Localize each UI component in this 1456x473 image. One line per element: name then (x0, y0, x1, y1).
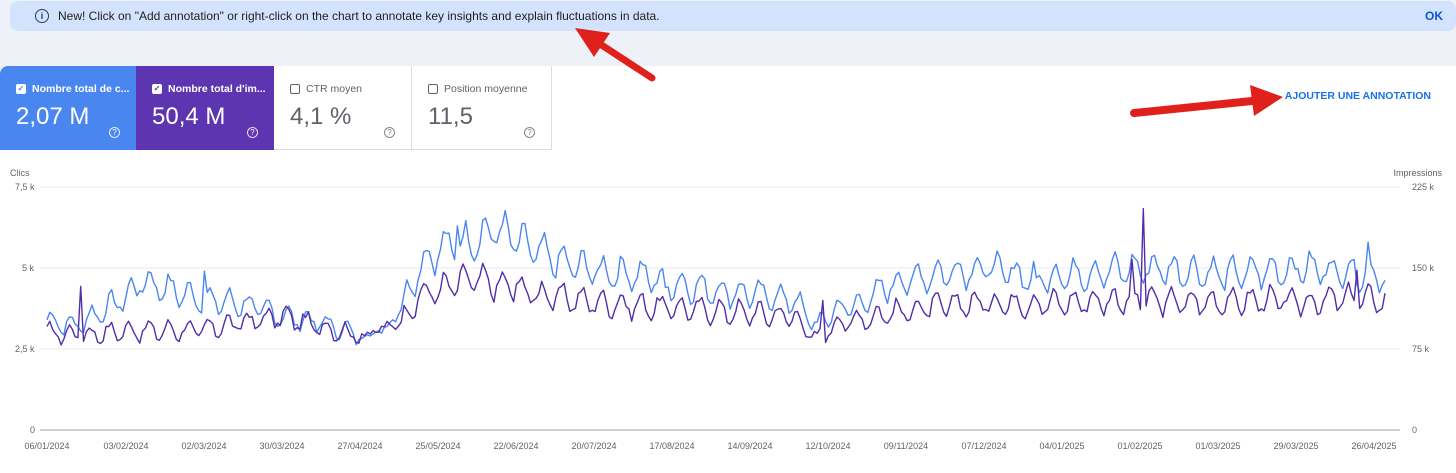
x-tick-label: 29/03/2025 (1273, 441, 1319, 451)
metric-card-impressions[interactable]: ✓ Nombre total d'im... 50,4 M ? (136, 66, 274, 150)
left-y-tick: 7,5 k (15, 182, 35, 192)
x-tick-label: 12/10/2024 (805, 441, 851, 451)
ok-button[interactable]: OK (1425, 9, 1443, 23)
x-tick-label: 30/03/2024 (259, 441, 305, 451)
info-icon: i (35, 9, 49, 23)
left-y-tick: 0 (30, 425, 36, 435)
checkbox-checked-icon[interactable]: ✓ (16, 84, 26, 94)
metric-impressions-label: Nombre total d'im... (168, 83, 266, 95)
metric-position-label: Position moyenne (444, 83, 528, 95)
x-tick-label: 14/09/2024 (727, 441, 773, 451)
x-tick-label: 03/02/2024 (103, 441, 149, 451)
x-tick-label: 17/08/2024 (649, 441, 695, 451)
x-tick-label: 09/11/2024 (883, 441, 929, 451)
right-y-tick: 0 (1412, 425, 1418, 435)
x-tick-label: 27/04/2024 (337, 441, 383, 451)
checkbox-unchecked-icon[interactable] (428, 84, 438, 94)
left-y-tick: 5 k (22, 263, 35, 273)
right-y-tick: 75 k (1412, 344, 1430, 354)
chart-grid (40, 186, 1400, 431)
metric-ctr-label: CTR moyen (306, 83, 363, 95)
right-y-tick: 225 k (1412, 182, 1435, 192)
help-icon[interactable]: ? (247, 127, 258, 138)
metric-card-ctr[interactable]: CTR moyen 4,1 % ? (274, 66, 412, 150)
help-icon[interactable]: ? (524, 127, 535, 138)
metric-label: Position moyenne (428, 83, 527, 95)
metric-label: ✓ Nombre total de c... (16, 83, 129, 95)
x-tick-label: 20/07/2024 (571, 441, 617, 451)
clicks-series-line (46, 209, 1386, 346)
right-axis-title: Impressions (1393, 168, 1442, 178)
metric-ctr-value: 4,1 % (290, 103, 352, 130)
metric-clicks-label: Nombre total de c... (32, 83, 130, 95)
metric-impressions-value: 50,4 M (152, 103, 226, 130)
announcement-banner: i New! Click on "Add annotation" or righ… (10, 1, 1456, 31)
metric-clicks-value: 2,07 M (16, 103, 90, 130)
metric-label: ✓ Nombre total d'im... (152, 83, 266, 95)
checkbox-unchecked-icon[interactable] (290, 84, 300, 94)
x-tick-label: 25/05/2024 (415, 441, 461, 451)
left-axis-title: Clics (10, 168, 30, 178)
metric-card-position[interactable]: Position moyenne 11,5 ? (412, 66, 552, 150)
metric-position-value: 11,5 (428, 103, 473, 130)
x-tick-label: 04/01/2025 (1039, 441, 1085, 451)
metric-card-clicks[interactable]: ✓ Nombre total de c... 2,07 M ? (0, 66, 136, 150)
metric-label: CTR moyen (290, 83, 362, 95)
banner-message: New! Click on "Add annotation" or right-… (58, 9, 660, 23)
right-y-tick: 150 k (1412, 263, 1435, 273)
chart-series (46, 207, 1386, 346)
left-y-tick: 2,5 k (15, 344, 35, 354)
x-tick-label: 22/06/2024 (493, 441, 539, 451)
x-tick-label: 26/04/2025 (1351, 441, 1397, 451)
x-tick-label: 01/02/2025 (1117, 441, 1163, 451)
x-tick-label: 02/03/2024 (181, 441, 227, 451)
checkbox-checked-icon[interactable]: ✓ (152, 84, 162, 94)
x-tick-label: 01/03/2025 (1195, 441, 1241, 451)
x-tick-label: 07/12/2024 (961, 441, 1007, 451)
help-icon[interactable]: ? (384, 127, 395, 138)
impressions-series-line (46, 207, 1386, 346)
add-annotation-button[interactable]: AJOUTER UNE ANNOTATION (1284, 90, 1431, 102)
x-tick-label: 06/01/2024 (24, 441, 70, 451)
help-icon[interactable]: ? (109, 127, 120, 138)
